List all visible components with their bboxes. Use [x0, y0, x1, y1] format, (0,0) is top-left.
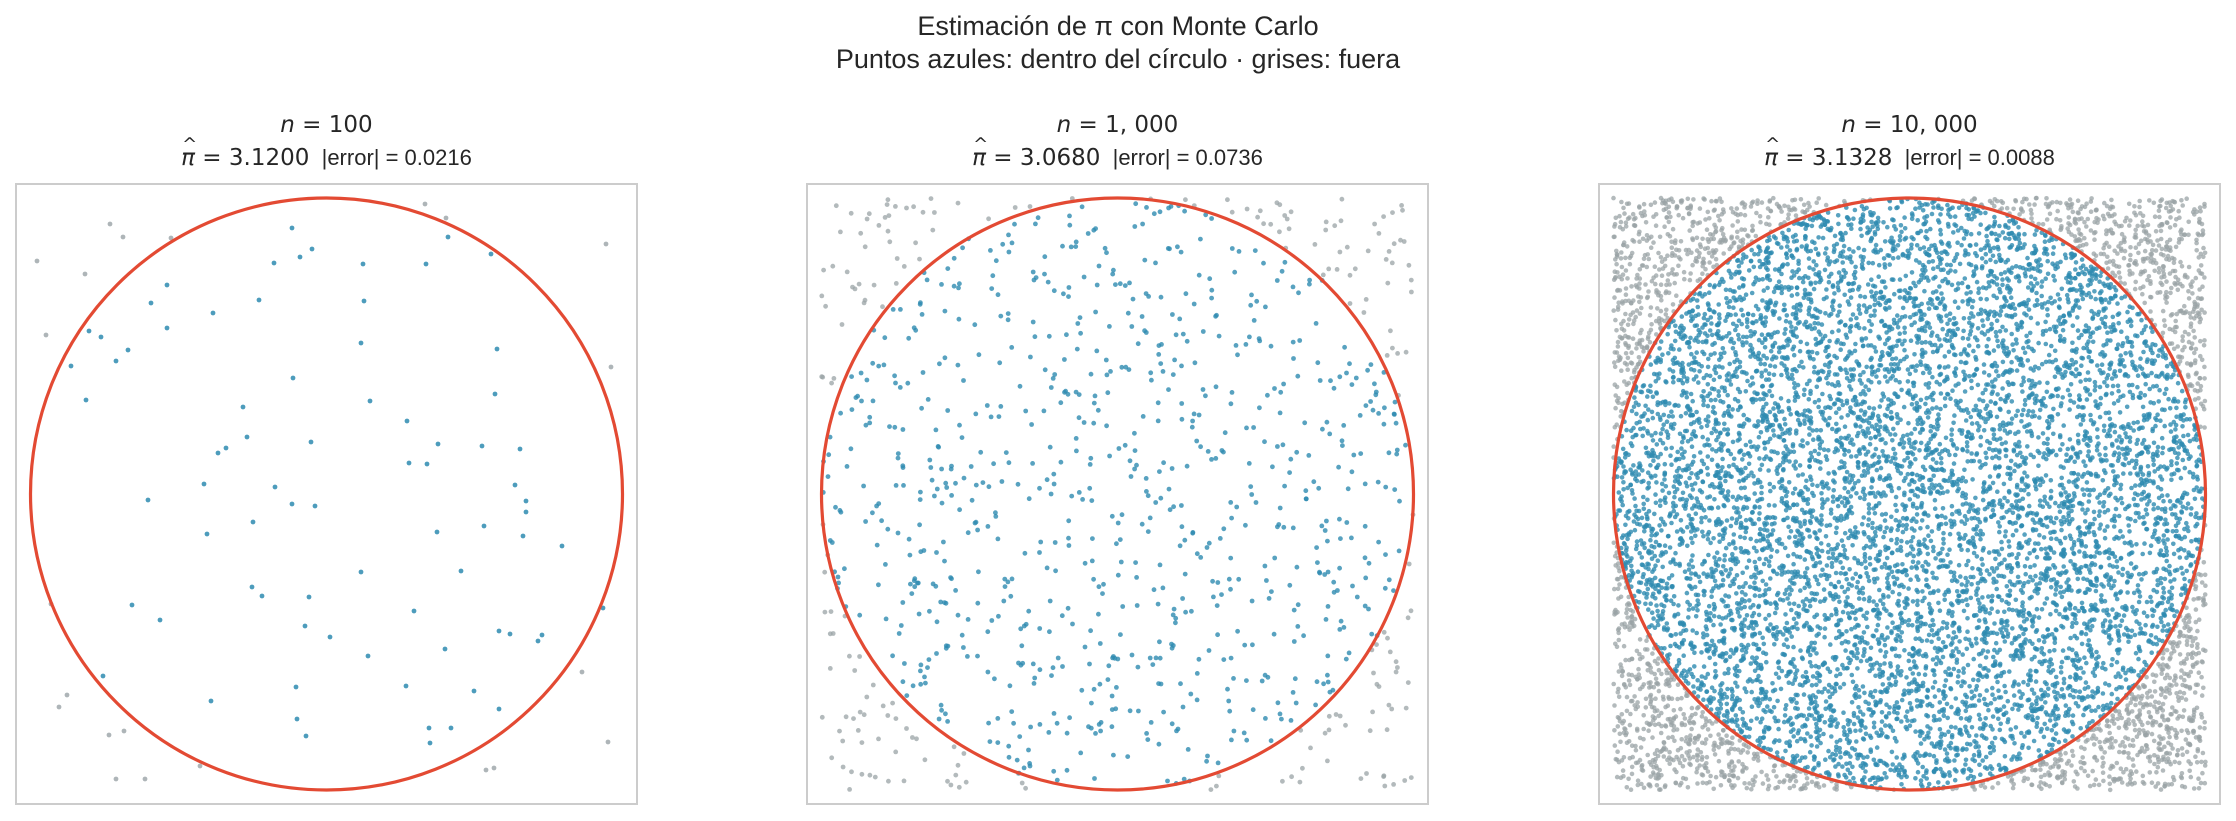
panel-title: n = 1, 000 ^ π = 3.0680 |error| = 0.0736 [706, 109, 1529, 175]
sample-size-value: 10, 000 [1889, 112, 1978, 138]
inside-points [820, 201, 1408, 786]
plot-area [15, 183, 638, 805]
pi-estimate-value: 3.0680 [1019, 145, 1101, 171]
panel-n-100: n = 100 ^ π = 3.1200 |error| = 0.0216 [15, 112, 638, 805]
panel-title: n = 10, 000 ^ π = 3.1328 |error| = 0.0088 [1498, 109, 2236, 175]
outside-points [1611, 195, 2208, 793]
sample-size-label: n = 1, 000 [1056, 112, 1179, 138]
error-value: |error| = 0.0736 [1112, 145, 1263, 170]
panel-n-1000: n = 1, 000 ^ π = 3.0680 |error| = 0.0736 [806, 112, 1429, 805]
inside-points [1611, 196, 2208, 792]
error-value: |error| = 0.0216 [321, 145, 472, 170]
plot-area [806, 183, 1429, 805]
outside-points [34, 201, 614, 782]
unit-circle [28, 196, 625, 792]
inside-points [68, 225, 606, 746]
unit-circle [1611, 196, 2208, 792]
estimate-label: ^ π = 3.1200 |error| = 0.0216 [181, 134, 472, 171]
pi-estimate-value: 3.1200 [228, 145, 310, 171]
suptitle-line-2: Puntos azules: dentro del círculo · gris… [835, 44, 1401, 74]
suptitle-line-1: Estimación de π con Monte Carlo [917, 11, 1319, 41]
scatter-plot [28, 196, 625, 792]
sample-size-label: n = 100 [280, 112, 373, 138]
figure-suptitle: Estimación de π con Monte Carlo Puntos a… [0, 10, 2236, 76]
estimate-label: ^ π = 3.0680 |error| = 0.0736 [972, 134, 1263, 171]
sample-size-value: 100 [328, 112, 373, 138]
estimate-label: ^ π = 3.1328 |error| = 0.0088 [1764, 134, 2055, 171]
sample-size-value: 1, 000 [1105, 112, 1179, 138]
pi-estimate-value: 3.1328 [1811, 145, 1893, 171]
outside-points [819, 196, 1416, 792]
panel-n-10000: n = 10, 000 ^ π = 3.1328 |error| = 0.0088 [1598, 112, 2221, 805]
panel-title: n = 100 ^ π = 3.1200 |error| = 0.0216 [0, 109, 738, 175]
sample-size-label: n = 10, 000 [1841, 112, 1978, 138]
scatter-plot [819, 196, 1416, 792]
error-value: |error| = 0.0088 [1904, 145, 2055, 170]
unit-circle [819, 196, 1416, 792]
scatter-plot [1611, 195, 2208, 793]
